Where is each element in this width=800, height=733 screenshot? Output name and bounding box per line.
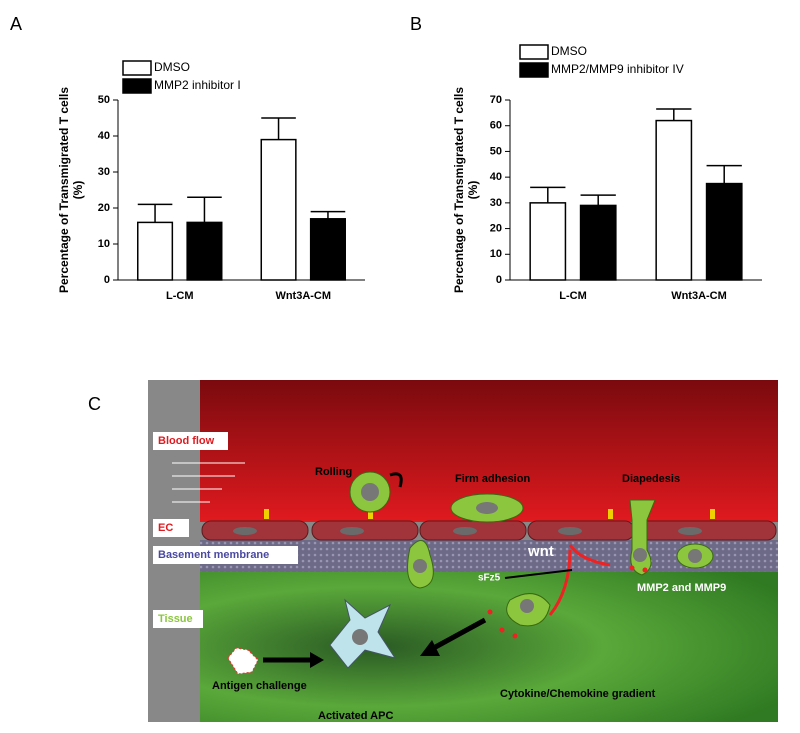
y-tick-label: 30	[490, 197, 502, 209]
x-tick-label: L-CM	[559, 290, 587, 302]
x-tick-label: Wnt3A-CM	[671, 290, 727, 302]
y-axis-label: Percentage of Transmigrated T cells	[57, 87, 71, 293]
cell-nuclei	[361, 483, 702, 613]
bar	[579, 204, 617, 281]
y-tick-label: 50	[490, 145, 502, 157]
legend-swatch	[519, 44, 549, 60]
label-box	[153, 519, 189, 537]
arrows	[263, 617, 487, 663]
antigen	[227, 647, 259, 675]
legend-swatch	[122, 78, 152, 94]
bar	[309, 218, 346, 281]
panel-label: C	[88, 394, 101, 414]
label: MMP2 and MMP9	[637, 582, 726, 594]
legend-label: MMP2/MMP9 inhibitor IV	[551, 62, 684, 76]
wnt-arrow	[548, 549, 572, 616]
bar	[705, 182, 743, 281]
legend-swatch	[122, 60, 152, 76]
label: wnt	[527, 543, 554, 560]
y-tick-label: 20	[98, 202, 110, 214]
bar	[655, 119, 693, 281]
y-tick-label: 30	[98, 166, 110, 178]
wnt-arrow	[568, 544, 611, 567]
panel-label: A	[10, 14, 22, 34]
legend-label: MMP2 inhibitor I	[154, 78, 241, 92]
label-box	[153, 610, 203, 628]
y-tick-label: 60	[490, 120, 502, 132]
inhibit-line	[504, 569, 573, 579]
y-tick-label: 0	[496, 274, 502, 286]
arrowheads	[310, 640, 440, 668]
y-axis-label: (%)	[466, 181, 480, 200]
label: Basement membrane	[158, 549, 269, 561]
label: EC	[158, 522, 173, 534]
flow-arrows	[172, 462, 245, 503]
tissue	[200, 572, 778, 722]
bar	[529, 202, 567, 281]
y-axis-label: Percentage of Transmigrated T cells	[452, 87, 466, 293]
x-tick-label: Wnt3A-CM	[275, 290, 331, 302]
y-tick-label: 20	[490, 222, 502, 234]
rolling-arrow	[389, 472, 403, 488]
label: Diapedesis	[622, 473, 680, 485]
bar	[137, 221, 174, 281]
label: Antigen challenge	[212, 680, 307, 692]
mmp-dots	[487, 565, 648, 639]
diagram: C Blood flow Rolling Firm adhesion Diape…	[88, 380, 778, 722]
y-tick-label: 40	[98, 130, 110, 142]
y-tick-label: 10	[98, 238, 110, 250]
label: sFz5	[478, 573, 501, 584]
apc-nucleus	[352, 629, 368, 645]
y-tick-label: 0	[104, 274, 110, 286]
y-tick-label: 70	[490, 94, 502, 106]
label: Cytokine/Chemokine gradient	[500, 688, 656, 700]
label: Blood flow	[158, 435, 215, 447]
label: Activated APC	[318, 710, 393, 722]
label: Tissue	[158, 613, 193, 625]
y-tick-label: 50	[98, 94, 110, 106]
y-tick-label: 40	[490, 171, 502, 183]
bar	[260, 138, 297, 281]
x-tick-label: L-CM	[166, 290, 194, 302]
y-axis-label: (%)	[71, 181, 85, 200]
legend-label: DMSO	[551, 44, 587, 58]
legend-label: DMSO	[154, 60, 190, 74]
nuclei	[233, 527, 702, 535]
y-tick-label: 10	[490, 248, 502, 260]
label: Rolling	[315, 466, 352, 478]
legend-swatch	[519, 62, 549, 78]
label-box	[153, 432, 228, 450]
label: Firm adhesion	[455, 473, 530, 485]
panel-label: B	[410, 14, 422, 34]
bar	[186, 221, 223, 281]
label-box	[153, 546, 298, 564]
